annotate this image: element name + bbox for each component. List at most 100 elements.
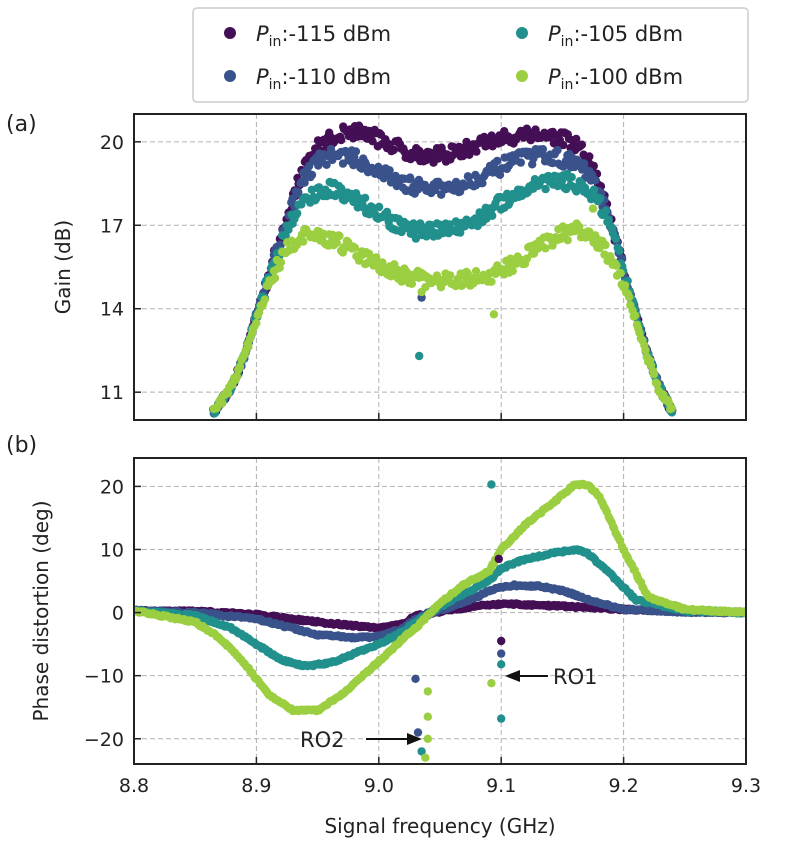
phase-panel: 8.8 8.9 9.0 9.1 9.2 9.3 −20 −10 0 10 20 Phase dist…	[29, 457, 761, 838]
outlier-point	[421, 753, 430, 762]
data-point	[300, 178, 309, 187]
data-point	[294, 188, 303, 197]
data-point	[389, 145, 399, 154]
legend-marker	[224, 70, 236, 82]
data-point	[405, 173, 415, 182]
data-point	[385, 166, 394, 175]
y-tick-label: 10	[100, 539, 124, 561]
y-tick-label: 0	[112, 603, 124, 625]
phase-ticks: 8.8 8.9 9.0 9.1 9.2 9.3 −20 −10 0 10 20	[84, 476, 761, 797]
outlier-point	[497, 649, 506, 658]
data-point	[368, 137, 377, 146]
data-point	[446, 271, 455, 280]
data-point	[667, 404, 677, 413]
data-point	[522, 254, 532, 263]
panel-label-b: (b)	[6, 433, 37, 458]
data-point	[601, 240, 610, 250]
data-point	[338, 159, 348, 168]
data-point	[350, 243, 360, 252]
data-point	[372, 253, 381, 262]
series-points	[209, 219, 677, 414]
y-tick-label: 17	[100, 215, 124, 237]
data-point	[223, 389, 233, 398]
outlier-point	[413, 728, 423, 737]
outlier-point	[417, 287, 426, 297]
xlabel: Signal frequency (GHz)	[324, 814, 555, 838]
panel-label-a: (a)	[6, 112, 37, 137]
data-point	[360, 193, 370, 203]
ro2-label: RO2	[300, 728, 344, 752]
data-point	[232, 372, 242, 381]
y-tick-label: 20	[100, 132, 124, 154]
legend-marker	[516, 27, 528, 39]
data-point	[649, 370, 659, 379]
data-point	[625, 293, 634, 302]
series-points	[134, 479, 746, 716]
legend-label: Pin:-110 dBm	[256, 65, 391, 93]
data-point	[577, 140, 587, 149]
ro2-arrow-head	[407, 733, 422, 745]
data-point	[459, 280, 468, 289]
annotation-ro2: RO2	[300, 728, 422, 752]
data-point	[538, 145, 548, 154]
data-point	[382, 207, 392, 217]
series-points	[209, 169, 677, 418]
data-point	[332, 238, 341, 247]
phase-ylabel: Phase distortion (deg)	[29, 500, 53, 721]
data-point	[541, 184, 550, 194]
data-point	[611, 234, 620, 243]
legend-entry: Pin:-105 dBm	[516, 22, 683, 50]
gain-panel: 11 14 17 20 Gain (dB)	[51, 113, 747, 421]
data-point	[652, 379, 662, 388]
outlier-point	[417, 747, 426, 756]
data-point	[351, 147, 361, 156]
data-point	[487, 277, 496, 286]
data-point	[337, 135, 346, 145]
data-point	[553, 145, 562, 155]
x-tick-label: 8.9	[241, 775, 271, 797]
data-point	[575, 222, 584, 231]
outlier-point	[423, 734, 432, 743]
phase-data-points	[134, 479, 746, 762]
legend-frame	[192, 7, 749, 103]
data-point	[335, 231, 344, 241]
data-point	[488, 211, 497, 220]
outlier-point	[489, 310, 499, 319]
data-point	[314, 183, 324, 192]
data-point	[630, 311, 640, 320]
data-point	[615, 246, 624, 255]
data-point	[612, 261, 621, 270]
phase-axes-frame	[133, 457, 747, 765]
data-point	[516, 158, 525, 167]
data-point	[641, 345, 650, 355]
data-point	[361, 159, 371, 169]
data-point	[591, 176, 600, 185]
data-point	[276, 258, 286, 267]
data-point	[572, 134, 581, 144]
outlier-point	[415, 351, 424, 361]
data-point	[559, 140, 568, 150]
outlier-point	[497, 636, 506, 646]
data-point	[465, 150, 474, 159]
data-point	[421, 156, 431, 165]
x-tick-label: 9.0	[364, 775, 394, 797]
annotation-ro1: RO1	[505, 665, 597, 689]
data-point	[374, 202, 384, 212]
outlier-point	[494, 554, 503, 564]
data-point	[252, 318, 261, 328]
data-point	[541, 244, 550, 253]
data-point	[595, 194, 605, 203]
y-tick-label: 20	[100, 476, 124, 498]
legend: Pin:-115 dBm Pin:-110 dBm Pin:-105 dBm P…	[192, 7, 749, 103]
data-point	[307, 170, 317, 180]
legend-label: Pin:-115 dBm	[256, 22, 391, 50]
data-point	[589, 185, 599, 194]
legend-marker	[516, 70, 528, 82]
data-point	[235, 362, 245, 371]
data-point	[293, 209, 302, 218]
data-point	[740, 608, 746, 617]
data-point	[464, 173, 474, 182]
outlier-point	[497, 660, 506, 669]
data-point	[579, 159, 589, 168]
gain-ticks: 11 14 17 20	[100, 132, 747, 420]
